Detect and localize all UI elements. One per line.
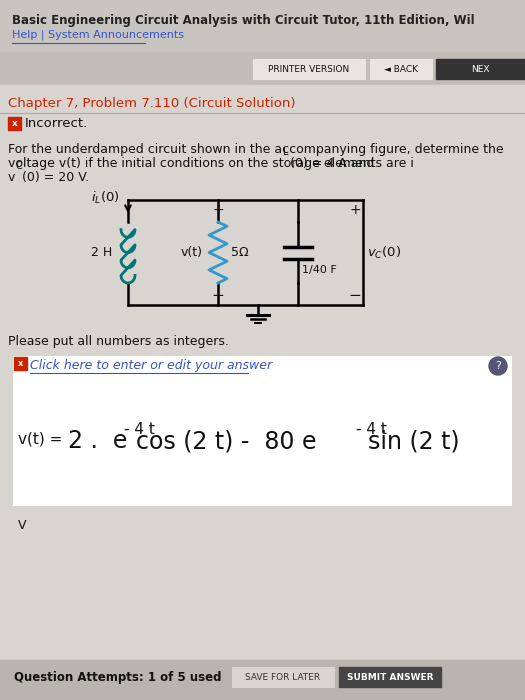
Text: Chapter 7, Problem 7.110 (Circuit Solution): Chapter 7, Problem 7.110 (Circuit Soluti… <box>8 97 296 110</box>
Bar <box>339 667 441 687</box>
Bar <box>8 117 21 130</box>
Text: voltage v(t) if the initial conditions on the storage elements are i: voltage v(t) if the initial conditions o… <box>8 157 414 170</box>
Bar <box>253 59 365 79</box>
Text: - 4 t: - 4 t <box>124 421 155 437</box>
Text: ?: ? <box>495 361 501 371</box>
Text: v: v <box>8 171 15 184</box>
Text: 2 .  e: 2 . e <box>68 429 128 453</box>
Text: 1/40 F: 1/40 F <box>302 265 337 274</box>
Text: NEX: NEX <box>471 64 489 74</box>
Text: L: L <box>283 147 289 157</box>
Text: cos (2 t) -  80 e: cos (2 t) - 80 e <box>136 429 317 453</box>
Bar <box>14 357 511 505</box>
Circle shape <box>489 357 507 375</box>
Text: Help | System Announcements: Help | System Announcements <box>12 30 184 41</box>
Text: Please put all numbers as integers.: Please put all numbers as integers. <box>8 335 229 348</box>
Bar <box>0 85 525 700</box>
Text: x: x <box>12 119 17 128</box>
Text: Basic Engineering Circuit Analysis with Circuit Tutor, 11th Edition, Wil: Basic Engineering Circuit Analysis with … <box>12 14 475 27</box>
Text: +: + <box>349 203 361 217</box>
Text: −: − <box>212 288 224 302</box>
Bar <box>0 0 525 52</box>
Text: For the underdamped circuit shown in the accompanying figure, determine the: For the underdamped circuit shown in the… <box>8 143 503 156</box>
Bar <box>0 52 525 85</box>
Text: SAVE FOR LATER: SAVE FOR LATER <box>246 673 321 682</box>
Text: V: V <box>18 519 26 532</box>
Text: Click here to enter or edit your answer: Click here to enter or edit your answer <box>30 360 272 372</box>
Text: v(t) =: v(t) = <box>18 431 62 447</box>
Text: +: + <box>212 203 224 217</box>
Text: 5Ω: 5Ω <box>231 246 249 259</box>
Bar <box>436 59 525 79</box>
Text: Incorrect.: Incorrect. <box>25 117 88 130</box>
Text: Question Attempts: 1 of 5 used: Question Attempts: 1 of 5 used <box>14 671 222 685</box>
Bar <box>370 59 432 79</box>
Text: PRINTER VERSION: PRINTER VERSION <box>268 64 350 74</box>
Text: 2 H: 2 H <box>91 246 113 259</box>
Text: - 4 t: - 4 t <box>356 421 387 437</box>
Text: C: C <box>15 161 22 171</box>
Text: ◄ BACK: ◄ BACK <box>384 64 418 74</box>
Text: $v_C(0)$: $v_C(0)$ <box>367 244 401 260</box>
Text: x: x <box>18 359 23 368</box>
Bar <box>232 667 334 687</box>
Text: SUBMIT ANSWER: SUBMIT ANSWER <box>346 673 433 682</box>
Text: (0) = 20 V.: (0) = 20 V. <box>22 171 89 184</box>
Text: (0) = 4 A and: (0) = 4 A and <box>290 157 374 170</box>
Text: $i_L(0)$: $i_L(0)$ <box>91 190 120 206</box>
Text: sin (2 t): sin (2 t) <box>368 429 459 453</box>
Text: v(t): v(t) <box>181 246 203 259</box>
Text: −: − <box>349 288 361 302</box>
Bar <box>14 357 27 370</box>
Bar <box>0 660 525 700</box>
